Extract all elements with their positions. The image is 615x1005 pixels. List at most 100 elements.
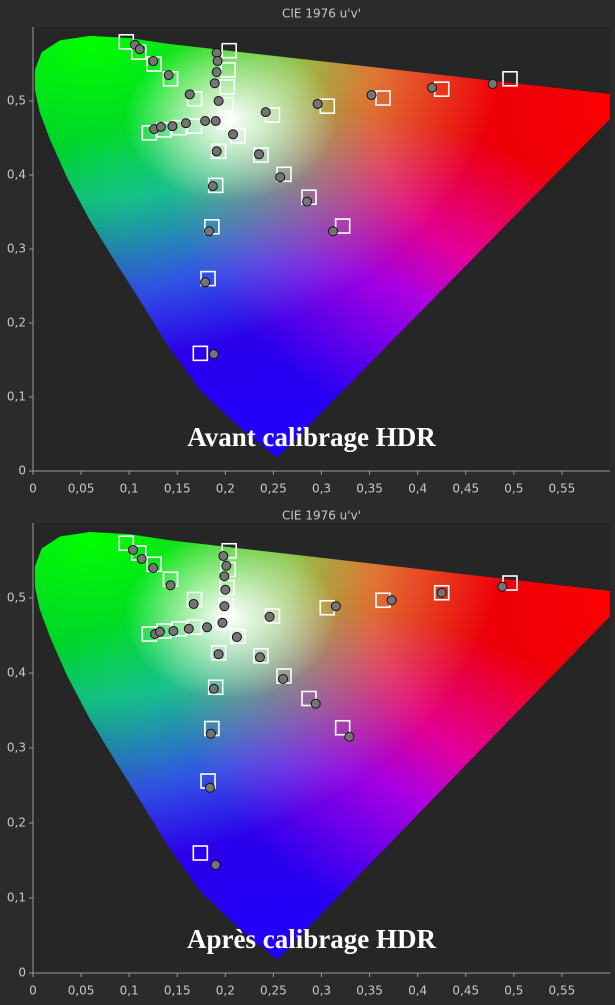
target-marker	[502, 71, 518, 87]
x-tick-label: 0,45	[452, 984, 479, 998]
measured-marker	[203, 226, 214, 237]
y-tick-label: 0,5	[7, 94, 26, 108]
x-tick-label: 0,3	[312, 482, 331, 496]
measured-marker	[148, 56, 159, 67]
measured-marker	[208, 683, 219, 694]
x-tick-label: 0,4	[408, 984, 427, 998]
measured-marker	[253, 149, 264, 160]
y-tick-label: 0,3	[7, 242, 26, 256]
x-tick-label: 0,1	[120, 482, 139, 496]
x-tick-label: 0,15	[164, 984, 191, 998]
target-marker	[221, 42, 237, 59]
x-tick-label: 0,25	[260, 984, 287, 998]
measured-marker	[200, 277, 211, 288]
measured-marker	[128, 545, 139, 555]
chart-title: CIE 1976 u'v'	[282, 7, 361, 21]
x-tick-label: 0,05	[68, 482, 95, 496]
chart-title: CIE 1976 u'v'	[282, 509, 361, 523]
target-marker	[210, 644, 227, 661]
measured-marker	[260, 107, 271, 118]
measured-marker	[330, 601, 341, 612]
annotation: Avant calibrage HDR	[187, 422, 436, 452]
x-tick-label: 0,25	[260, 482, 287, 496]
target-marker	[215, 614, 232, 631]
measured-marker	[213, 649, 224, 660]
measured-marker	[328, 226, 339, 237]
measured-marker	[167, 121, 178, 132]
annotation: Après calibrage HDR	[187, 924, 436, 954]
measured-marker	[154, 626, 165, 637]
target-marker	[207, 679, 224, 696]
x-tick-label: 0,4	[408, 482, 427, 496]
measured-marker	[134, 44, 145, 55]
measured-marker	[200, 115, 211, 126]
panel: CIE 1976 u'v' 0 0,05 0,1 0,15 0,2 0,25 0,3 0,35 0…	[7, 509, 615, 998]
measured-marker	[275, 172, 286, 183]
measured-marker	[168, 626, 179, 636]
measured-marker	[211, 67, 222, 78]
measured-marker	[136, 554, 147, 564]
target-marker	[433, 584, 450, 601]
measured-marker	[497, 581, 508, 592]
y-tick-label: 0,2	[7, 316, 26, 330]
measured-marker	[264, 611, 275, 622]
measured-marker	[254, 652, 265, 663]
measured-marker	[487, 78, 498, 89]
target-marker	[192, 845, 209, 861]
x-tick-label: 0,1	[120, 984, 139, 998]
x-tick-label: 0,45	[452, 482, 479, 496]
x-tick-label: 0,3	[312, 984, 331, 998]
measured-marker	[213, 96, 224, 106]
measured-marker	[207, 181, 218, 192]
measured-marker	[211, 146, 222, 157]
target-marker	[253, 147, 269, 163]
target-marker	[219, 79, 236, 95]
measured-marker	[204, 782, 215, 793]
measured-marker	[184, 89, 195, 100]
measured-marker	[219, 571, 230, 582]
measured-marker	[302, 196, 313, 207]
measured-marker	[427, 82, 438, 93]
target-marker	[375, 90, 391, 106]
target-marker	[210, 143, 227, 160]
measured-marker	[221, 560, 232, 571]
measured-marker	[208, 349, 219, 360]
y-tick-label: 0,4	[7, 666, 26, 680]
x-tick-label: 0,35	[356, 984, 383, 998]
measured-marker	[220, 584, 231, 595]
measured-marker	[278, 674, 289, 684]
y-tick-label: 0	[18, 464, 26, 478]
target-marker	[218, 597, 235, 614]
target-marker	[334, 218, 351, 234]
measured-marker	[217, 617, 228, 628]
y-tick-label: 0,1	[7, 390, 26, 404]
x-tick-label: 0,55	[549, 482, 576, 496]
x-tick-label: 0,55	[549, 984, 576, 998]
x-tick-label: 0,35	[356, 482, 383, 496]
measured-marker	[386, 595, 397, 606]
x-tick-label: 0,2	[216, 482, 235, 496]
measured-marker	[312, 98, 323, 109]
x-tick-label: 0,5	[504, 984, 523, 998]
measured-marker	[436, 587, 447, 598]
x-tick-label: 0,05	[68, 984, 95, 998]
measured-marker	[148, 563, 159, 573]
measured-marker	[183, 623, 194, 634]
y-tick-label: 0,5	[7, 591, 26, 605]
x-tick-label: 0	[29, 482, 37, 496]
measured-marker	[165, 580, 176, 591]
measured-marker	[211, 47, 222, 58]
panel: CIE 1976 u'v' 0 0,05 0,1 0,15 0,2 0,25 0,3 0,35 0…	[7, 7, 615, 496]
measured-marker	[218, 551, 229, 561]
measured-marker	[205, 728, 216, 739]
target-marker	[219, 579, 236, 596]
y-tick-label: 0,2	[7, 816, 26, 830]
measured-marker	[366, 90, 377, 101]
y-tick-label: 0	[18, 966, 26, 980]
target-marker	[301, 690, 317, 707]
measured-marker	[228, 129, 239, 140]
x-tick-label: 0	[29, 984, 37, 998]
measured-marker	[210, 115, 221, 126]
